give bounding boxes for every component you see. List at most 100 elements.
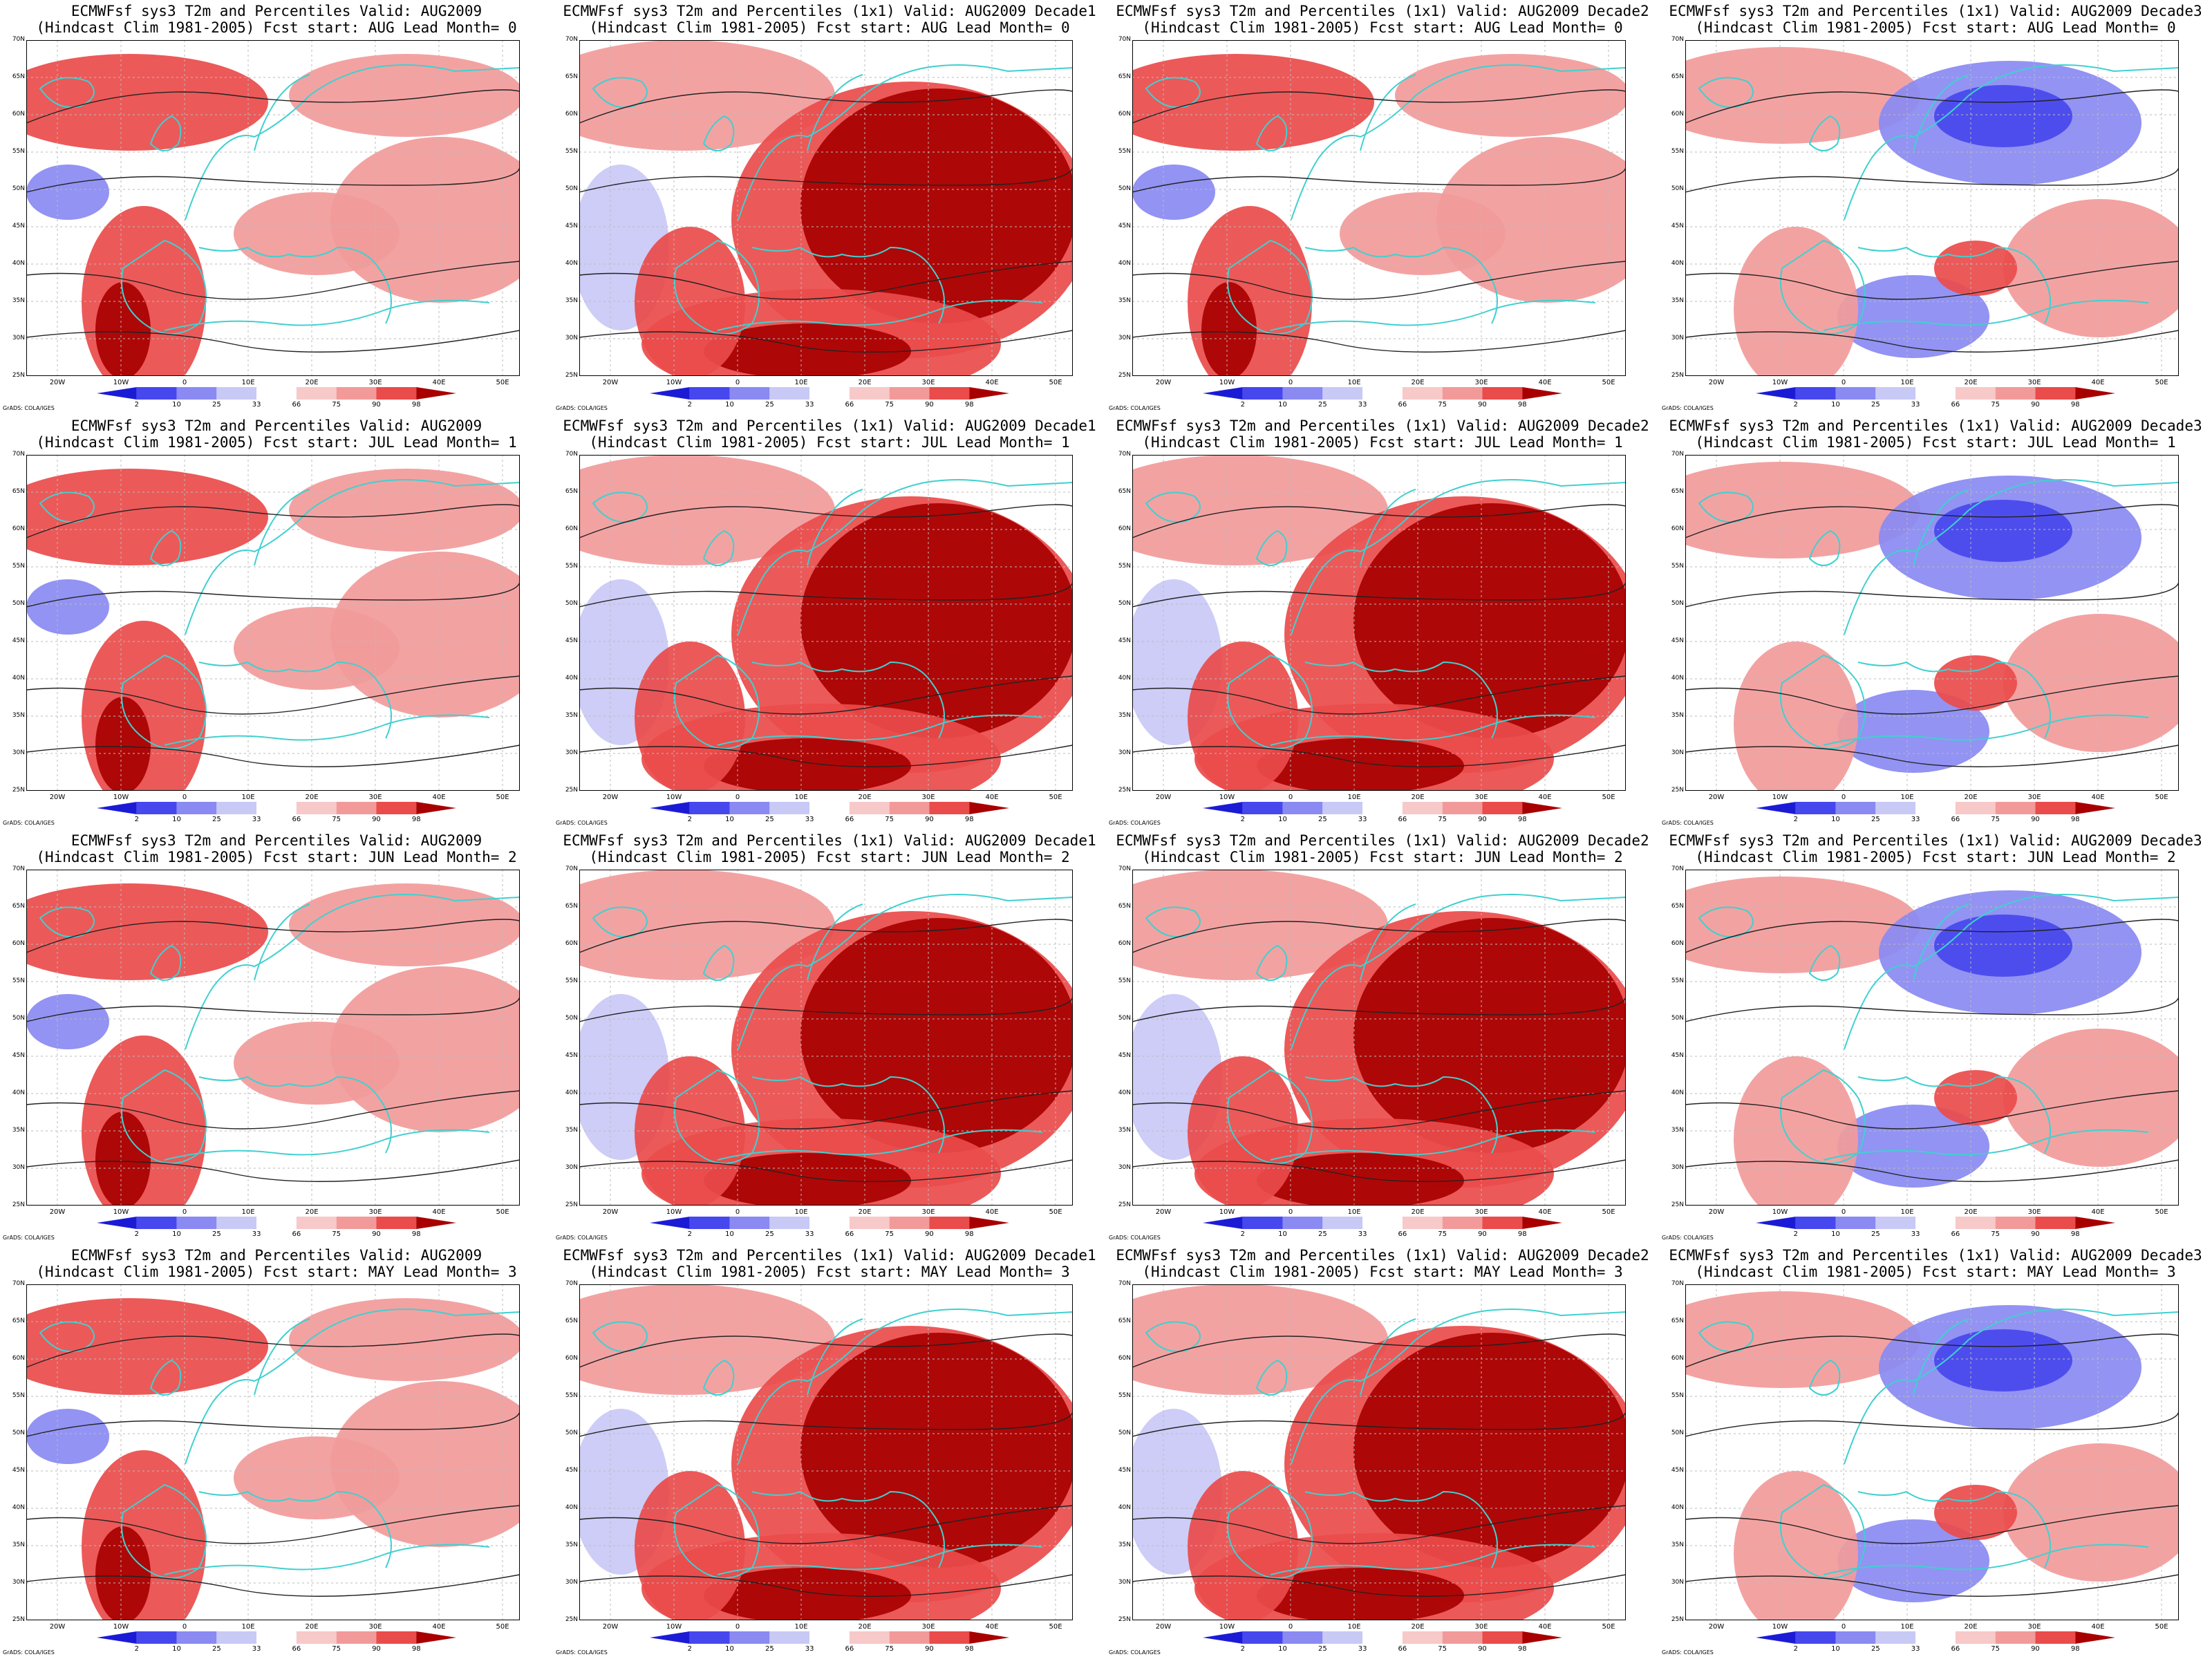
- longitude-label: 10W: [1772, 794, 1788, 801]
- colorbar-label: 33: [252, 401, 261, 409]
- coastline: [185, 894, 520, 1050]
- colorbar-label: 98: [411, 401, 421, 409]
- longitude-label: 10E: [1900, 1208, 1914, 1216]
- colorbar-segment: [1955, 387, 1996, 400]
- coastline: [1145, 906, 1201, 938]
- coastline: [1304, 246, 1498, 324]
- colorbar-label: 2: [1793, 1645, 1798, 1653]
- colorbar-segment: [650, 1217, 690, 1229]
- percentile-shading: [1685, 877, 1920, 973]
- colorbar-label: 90: [372, 401, 381, 409]
- longitude-label: 40E: [1538, 379, 1552, 386]
- latitude-label: 60N: [1118, 1355, 1131, 1362]
- latitude-label: 25N: [565, 372, 578, 379]
- longitude-label: 0: [182, 1623, 187, 1631]
- latitude-label: 60N: [1671, 1355, 1684, 1362]
- percentile-shading: [95, 282, 151, 376]
- coastline: [674, 239, 760, 335]
- longitude-label: 40E: [2091, 1623, 2105, 1631]
- colorbar-label: 75: [332, 401, 341, 409]
- colorbar-label: 10: [172, 1645, 181, 1653]
- colorbar-segment: [689, 1631, 730, 1644]
- map-area: [26, 40, 520, 376]
- colorbar-segment: [650, 802, 690, 814]
- colorbar-segment: [1995, 1631, 2036, 1644]
- colorbar-label: 66: [292, 1645, 301, 1653]
- colorbar-label: 25: [1318, 1230, 1327, 1238]
- colorbar-segment: [1795, 1217, 1836, 1229]
- longitude-label: 10E: [1347, 1623, 1361, 1631]
- colorbar-label: 98: [411, 816, 421, 823]
- latitude-label: 45N: [1671, 1467, 1684, 1474]
- map-area: [1132, 455, 1626, 791]
- grads-credit: GrADS: COLA/IGES: [1109, 405, 1161, 411]
- colorbar-label: 75: [1991, 816, 2000, 823]
- colorbar-segment: [769, 387, 810, 400]
- colorbar-label: 2: [1793, 401, 1798, 409]
- latitude-label: 60N: [565, 111, 578, 118]
- colorbar-label: 66: [292, 401, 301, 409]
- longitude-label: 30E: [368, 1208, 382, 1216]
- coastline: [254, 1318, 310, 1396]
- colorbar-segment: [97, 802, 137, 814]
- panel-title: ECMWFsf sys3 T2m and Percentiles (1x1) V…: [1669, 832, 2202, 849]
- percentile-shading: [579, 40, 835, 151]
- latitude-label: 35N: [1118, 1127, 1131, 1134]
- map-area: [26, 870, 520, 1206]
- percentile-colorbar: [97, 1631, 456, 1644]
- longitude-label: 10E: [1900, 794, 1914, 801]
- colorbar-segment: [2035, 1631, 2076, 1644]
- colorbar-label: 33: [252, 1645, 261, 1653]
- latitude-label: 40N: [12, 675, 25, 682]
- latitude-label: 55N: [1671, 977, 1684, 984]
- longitude-label: 10W: [666, 379, 682, 386]
- colorbar-segment: [1955, 1631, 1996, 1644]
- coastline: [254, 903, 310, 981]
- grads-credit: GrADS: COLA/IGES: [3, 1649, 55, 1656]
- longitude-label: 40E: [432, 379, 446, 386]
- panel-title: ECMWFsf sys3 T2m and Percentiles (1x1) V…: [1669, 3, 2202, 19]
- colorbar-segment: [1522, 1631, 1562, 1644]
- map-area: [1132, 1284, 1626, 1620]
- percentile-shading: [800, 1333, 1073, 1568]
- isotherm-line: [1132, 1333, 1626, 1368]
- colorbar-segment: [1915, 1631, 1956, 1644]
- colorbar-segment: [1875, 802, 1916, 814]
- colorbar-label: 75: [1991, 1230, 2000, 1238]
- map-panel: ECMWFsf sys3 T2m and Percentiles Valid: …: [0, 415, 553, 830]
- colorbar-label: 90: [2031, 1230, 2040, 1238]
- panel-title: ECMWFsf sys3 T2m and Percentiles (1x1) V…: [1116, 832, 1649, 849]
- coastline: [1780, 239, 1866, 335]
- isotherm-line: [579, 1574, 1073, 1597]
- colorbar-label: 90: [372, 1645, 381, 1653]
- map-area: [26, 1284, 520, 1620]
- colorbar-label: 2: [134, 1230, 139, 1238]
- anomaly-map: [26, 870, 520, 1206]
- colorbar-label: 75: [885, 1230, 894, 1238]
- colorbar-label: 33: [252, 1230, 261, 1238]
- colorbar-segment: [969, 802, 1009, 814]
- colorbar-label: 66: [1951, 1645, 1960, 1653]
- latitude-label: 65N: [565, 903, 578, 910]
- latitude-label: 70N: [565, 865, 578, 872]
- coastline: [1227, 239, 1313, 335]
- percentile-shading: [800, 918, 1073, 1153]
- grads-credit: GrADS: COLA/IGES: [1109, 1235, 1161, 1241]
- coastline: [1913, 1318, 1969, 1396]
- colorbar-label: 98: [2070, 1645, 2080, 1653]
- longitude-label: 0: [1841, 1208, 1846, 1216]
- coastline: [1291, 64, 1626, 221]
- panel-title: ECMWFsf sys3 T2m and Percentiles (1x1) V…: [1116, 418, 1649, 434]
- colorbar-segment: [336, 1217, 377, 1229]
- coastline: [717, 1129, 1043, 1161]
- colorbar-label: 10: [725, 816, 734, 823]
- colorbar-label: 2: [134, 816, 139, 823]
- colorbar-segment: [1282, 1217, 1323, 1229]
- latitude-label: 50N: [1671, 1015, 1684, 1022]
- coastline: [1780, 1483, 1866, 1579]
- coastline: [1808, 1359, 1841, 1396]
- isotherm-line: [1685, 994, 2179, 1022]
- anomaly-map: [26, 1284, 520, 1620]
- longitude-label: 10W: [666, 1623, 682, 1631]
- longitude-label: 10W: [1772, 1208, 1788, 1216]
